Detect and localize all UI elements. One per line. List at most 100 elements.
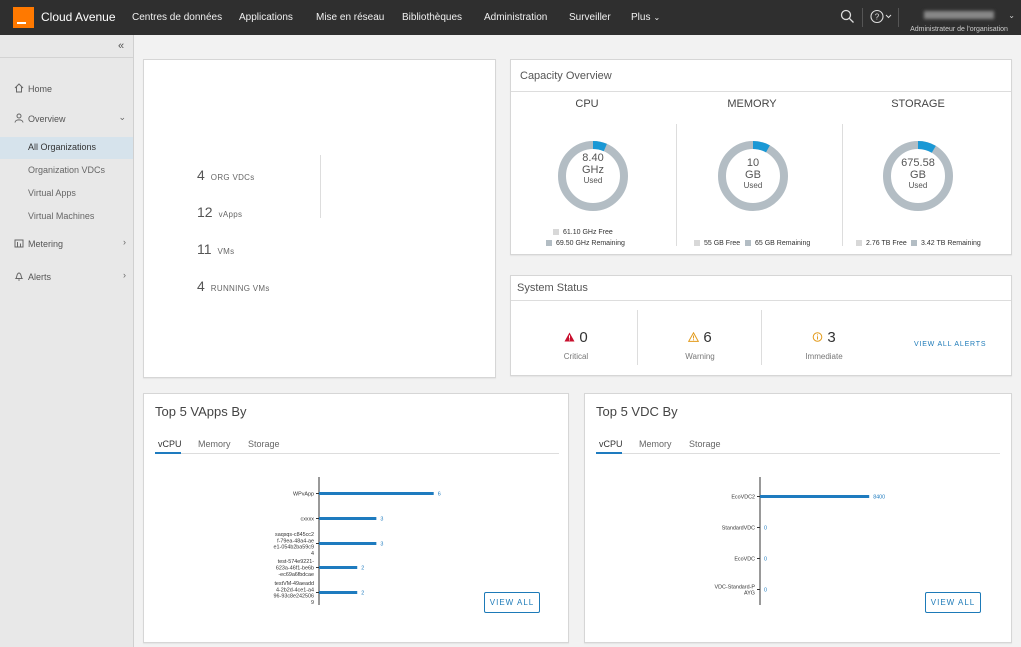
chevron-right-icon: › bbox=[123, 237, 126, 247]
memory-legend-remaining: 65 GB Remaining bbox=[745, 240, 810, 247]
brand-title[interactable]: Cloud Avenue bbox=[41, 10, 116, 24]
orange-logo[interactable] bbox=[13, 7, 34, 28]
value-label: 3 bbox=[380, 517, 383, 523]
nav-divider bbox=[898, 8, 899, 27]
help-icon[interactable]: ? bbox=[870, 9, 892, 24]
sidebar-subitem-label: Organization VDCs bbox=[28, 165, 106, 175]
legend-swatch-free bbox=[856, 240, 862, 246]
nav-divider bbox=[862, 8, 863, 27]
sidebar-item-label: Overview bbox=[28, 114, 66, 124]
memory-gauge[interactable] bbox=[713, 136, 793, 216]
bar[interactable] bbox=[319, 517, 377, 520]
stat-vms[interactable]: 11 VMs bbox=[197, 241, 234, 257]
memory-legend-free: 55 GB Free bbox=[694, 240, 740, 247]
summary-card: 4 ORG VDCs 12 vApps 11 VMs 4 RUNNING VMs bbox=[143, 59, 496, 378]
storage-gauge[interactable] bbox=[878, 136, 958, 216]
stat-vapps[interactable]: 12 vApps bbox=[197, 204, 242, 220]
search-icon[interactable] bbox=[840, 9, 855, 24]
category-label: 623a-46f1-be6b bbox=[276, 566, 314, 572]
cpu-gauge-label: 8.40 GHz Used bbox=[553, 152, 633, 185]
sidebar-item-alerts[interactable]: Alerts › bbox=[0, 267, 133, 289]
status-warning[interactable]: 6 Warning bbox=[650, 329, 750, 361]
legend-text: 61.10 GHz Free bbox=[563, 229, 613, 236]
nav-networking[interactable]: Mise en réseau bbox=[316, 12, 385, 23]
view-all-vapps-button[interactable]: VIEW ALL bbox=[484, 592, 540, 613]
chevron-down-icon: ⌄ bbox=[653, 13, 661, 22]
status-divider bbox=[761, 310, 762, 365]
status-count: 3 bbox=[827, 329, 836, 346]
nav-applications[interactable]: Applications bbox=[239, 12, 293, 23]
value-label: 2 bbox=[361, 591, 364, 597]
nav-administration[interactable]: Administration bbox=[484, 12, 548, 23]
view-all-alerts-link[interactable]: VIEW ALL ALERTS bbox=[914, 341, 987, 348]
nav-libraries[interactable]: Bibliothèques bbox=[402, 12, 463, 23]
gauge-used-arc bbox=[883, 141, 953, 211]
sidebar-subitem-all-organizations[interactable]: All Organizations bbox=[0, 137, 133, 159]
gauge-used-label: Used bbox=[743, 181, 763, 190]
legend-text: 3.42 TB Remaining bbox=[921, 240, 981, 247]
value-label: 3 bbox=[380, 542, 383, 548]
tabs-divider bbox=[155, 453, 559, 454]
stat-org-vdcs[interactable]: 4 ORG VDCs bbox=[197, 167, 255, 183]
status-critical[interactable]: 0 Critical bbox=[526, 329, 626, 361]
sidebar-subitem-virtual-apps[interactable]: Virtual Apps bbox=[0, 183, 133, 205]
gauge-unit: GB bbox=[910, 169, 926, 181]
legend-swatch-free bbox=[553, 229, 559, 235]
stat-value: 12 bbox=[197, 204, 213, 220]
value-label: 8400 bbox=[873, 495, 885, 501]
category-label: EcoVDC2 bbox=[731, 495, 755, 501]
cpu-gauge[interactable] bbox=[553, 136, 633, 216]
user-menu[interactable]: Administrateur de l'organisation ⌄ bbox=[903, 6, 1015, 33]
sidebar-divider bbox=[0, 57, 133, 58]
collapse-sidebar-icon[interactable]: « bbox=[118, 40, 125, 52]
status-divider bbox=[637, 310, 638, 365]
nav-more[interactable]: Plus ⌄ bbox=[631, 12, 660, 23]
legend-swatch-remaining bbox=[911, 240, 917, 246]
sidebar-item-home[interactable]: Home bbox=[0, 79, 133, 101]
top-vdcs-card: Top 5 VDC By vCPU Memory Storage EcoVDC2… bbox=[584, 393, 1012, 643]
sidebar-item-metering[interactable]: Metering › bbox=[0, 234, 133, 256]
tab-storage[interactable]: Storage bbox=[248, 439, 280, 449]
bar[interactable] bbox=[319, 542, 377, 545]
legend-text: 2.76 TB Free bbox=[866, 240, 907, 247]
tab-memory[interactable]: Memory bbox=[198, 439, 231, 449]
sidebar-item-label: Alerts bbox=[28, 272, 52, 282]
tab-memory[interactable]: Memory bbox=[639, 439, 672, 449]
nav-monitor[interactable]: Surveiller bbox=[569, 12, 611, 23]
bar[interactable] bbox=[319, 591, 358, 594]
gauge-divider bbox=[842, 124, 843, 246]
stat-value: 11 bbox=[197, 241, 212, 257]
gauge-value: 10 bbox=[746, 157, 760, 169]
category-label: VDC-Standard-P bbox=[715, 584, 756, 590]
sidebar-item-overview[interactable]: Overview ⌄ bbox=[0, 109, 133, 131]
value-label: 0 bbox=[764, 557, 767, 563]
view-all-vdcs-button[interactable]: VIEW ALL bbox=[925, 592, 981, 613]
chevron-right-icon: › bbox=[123, 270, 126, 280]
sidebar-subitem-label: Virtual Machines bbox=[28, 211, 95, 221]
bar[interactable] bbox=[319, 492, 434, 495]
cpu-legend-free: 61.10 GHz Free bbox=[553, 229, 613, 236]
tab-vcpu[interactable]: vCPU bbox=[158, 439, 182, 449]
status-label: Warning bbox=[685, 352, 715, 361]
info-icon bbox=[812, 332, 823, 342]
stat-label: VMs bbox=[217, 247, 235, 256]
bar[interactable] bbox=[319, 566, 358, 569]
sidebar-subitem-organization-vdcs[interactable]: Organization VDCs bbox=[0, 160, 133, 182]
nav-datacenters[interactable]: Centres de données bbox=[132, 12, 223, 23]
capacity-overview-card: Capacity Overview CPU MEMORY STORAGE 8.4… bbox=[510, 59, 1012, 255]
gauge-used-label: Used bbox=[908, 181, 928, 190]
stat-value: 4 bbox=[197, 167, 205, 183]
stat-running-vms[interactable]: 4 RUNNING VMs bbox=[197, 278, 270, 294]
tab-storage[interactable]: Storage bbox=[689, 439, 721, 449]
category-label: EcoVDC bbox=[734, 557, 755, 563]
card-header-divider bbox=[511, 300, 1011, 301]
bar[interactable] bbox=[760, 495, 870, 498]
chevron-down-icon: ⌄ bbox=[1008, 11, 1015, 20]
sidebar-subitem-virtual-machines[interactable]: Virtual Machines bbox=[0, 206, 133, 228]
tab-vcpu[interactable]: vCPU bbox=[599, 439, 623, 449]
gauge-title-storage: STORAGE bbox=[891, 98, 945, 110]
value-label: 6 bbox=[438, 492, 441, 498]
status-immediate[interactable]: 3 Immediate bbox=[774, 329, 874, 361]
legend-swatch-remaining bbox=[546, 240, 552, 246]
stat-value: 4 bbox=[197, 278, 205, 294]
